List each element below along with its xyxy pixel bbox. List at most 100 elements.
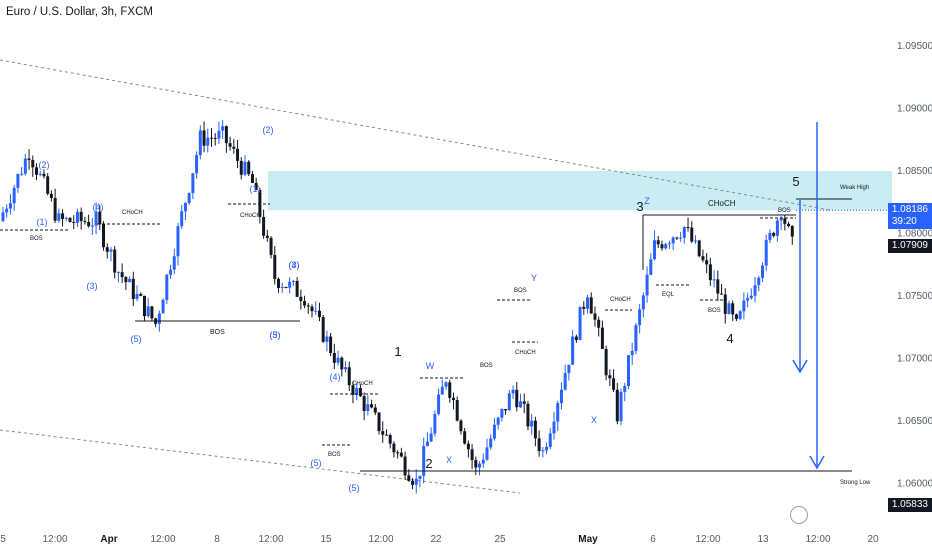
time-axis[interactable]: 5 12:00 Apr 12:00 8 12:00 15 12:00 22 25 May 6 12:00… (0, 534, 879, 545)
candle-body (418, 475, 422, 479)
structure-label: BOS (778, 208, 791, 214)
candle-body (8, 203, 12, 209)
candle-body (757, 277, 761, 286)
candle-body (690, 227, 694, 242)
candle-body (139, 294, 143, 296)
price-axis[interactable]: 1.09500 1.09000 1.08500 1.08000 1.07500 1.070… (897, 41, 932, 490)
candle-body (537, 438, 541, 452)
candle-body (604, 348, 608, 376)
annotations-layer: BOS Strong Low Weak High CHoCH BOS CHoCH CHoCH… (0, 122, 892, 493)
candle-body (332, 352, 336, 363)
structure-label: BOS (514, 288, 527, 294)
candle-body (742, 300, 746, 312)
candle-body (258, 189, 262, 217)
zones-layer (268, 171, 892, 211)
candle-body (202, 130, 206, 146)
candle-body (142, 295, 146, 317)
tradingview-logo-icon[interactable] (790, 506, 808, 524)
candle-body (574, 336, 578, 341)
candle-body (686, 227, 690, 229)
price-tick-label: 1.07500 (897, 291, 932, 302)
candle-body (671, 237, 675, 244)
candle-body (157, 313, 161, 324)
structure-label: CHoCH (240, 213, 261, 219)
candle-body (381, 431, 385, 435)
bar-countdown: 39:20 (891, 216, 917, 228)
candle-body (377, 412, 381, 432)
candle-body (262, 216, 266, 236)
price-tick-label: 1.08500 (897, 166, 932, 177)
candle-body (72, 221, 76, 223)
candle-body (790, 226, 794, 237)
candle-body (563, 373, 567, 390)
candle-body (682, 227, 686, 238)
candle-body (396, 452, 400, 454)
candle-body (507, 393, 511, 411)
time-tick-label: Apr (100, 534, 117, 545)
candle-body (217, 130, 221, 139)
candle-body (608, 375, 612, 379)
structure-label: BOS (480, 363, 493, 369)
candle-body (358, 388, 362, 397)
candle-body (303, 301, 307, 306)
wave-label: Z (644, 196, 650, 206)
candle-body (351, 385, 355, 395)
price-tick-label: 1.06500 (897, 416, 932, 427)
candle-body (708, 264, 712, 281)
candle-body (559, 389, 563, 404)
candle-body (46, 176, 50, 194)
candle-body (291, 280, 295, 282)
candle-body (455, 400, 459, 421)
projection-arrowhead (792, 359, 808, 374)
candle-body (209, 137, 213, 139)
candle-body (53, 198, 57, 221)
time-tick-label: 12:00 (805, 534, 830, 545)
candle-body (634, 325, 638, 351)
candle-body (496, 417, 500, 425)
candle-body (228, 143, 232, 147)
candle-body (589, 297, 593, 314)
candle-body (344, 367, 348, 370)
wave-label: X (446, 455, 452, 465)
candle-body (131, 278, 135, 299)
candle-body (161, 299, 165, 314)
candle-body (623, 386, 627, 392)
candle-body (116, 272, 120, 274)
candle-body (775, 220, 779, 236)
candle-body (347, 367, 351, 386)
candle-body (269, 237, 273, 256)
structure-label: EQL (662, 292, 675, 298)
candle-body (165, 274, 169, 300)
candle-body (5, 208, 9, 213)
time-tick-label: May (578, 534, 598, 545)
candle-body (94, 211, 98, 226)
price-level-tag: 1.07909 (887, 238, 932, 253)
candle-body (693, 240, 697, 242)
candle-body (124, 277, 128, 283)
candle-body (664, 244, 668, 249)
candle-body (526, 403, 530, 427)
candle-body (90, 225, 94, 227)
candle-body (422, 446, 426, 476)
wave-label: (5) (131, 334, 142, 344)
candle-body (31, 159, 35, 168)
wave-label: (5) (270, 330, 281, 340)
candle-body (489, 438, 493, 448)
wave-label: Y (531, 273, 537, 283)
candle-body (191, 173, 195, 194)
candle-body (478, 463, 482, 468)
candle-body (254, 182, 258, 190)
candle-body (68, 217, 72, 222)
candle-body (649, 259, 653, 275)
candle-body (474, 460, 478, 468)
candle-body (586, 297, 590, 309)
candle-body (243, 161, 247, 175)
candle-body (198, 130, 202, 156)
candle-body (720, 293, 724, 295)
candle-body (552, 421, 556, 434)
time-tick-label: 12:00 (150, 534, 175, 545)
candle-body (600, 327, 604, 349)
candle-body (667, 243, 671, 245)
candle-body (317, 310, 321, 318)
